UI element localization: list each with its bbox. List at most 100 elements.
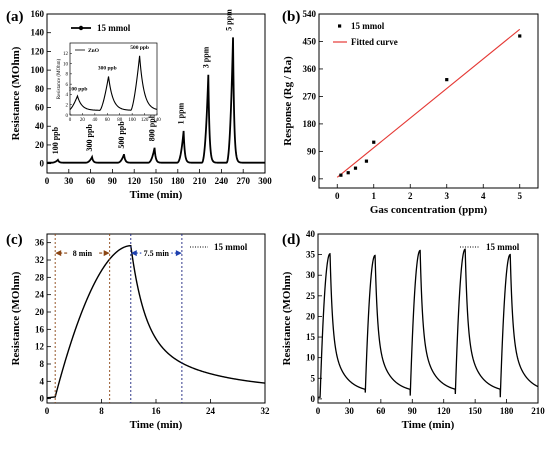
- y-tick-label: 36: [35, 238, 45, 248]
- inset-y-tick-label: 8: [66, 73, 69, 78]
- arrow-head-left: [55, 250, 62, 257]
- x-tick-label: 270: [236, 176, 250, 186]
- y-axis-label: Response (Rg / Ra): [282, 56, 294, 146]
- data-point: [346, 171, 350, 175]
- y-tick-label: 10: [306, 353, 316, 363]
- plot-frame: [317, 233, 539, 404]
- data-point: [353, 166, 358, 170]
- y-tick-label: 16: [35, 324, 45, 334]
- y-tick-label: 0: [311, 394, 316, 404]
- inset-peak-annotation: 100 ppb: [69, 86, 88, 92]
- legend-label: 15 mmol: [97, 23, 131, 33]
- y-tick-label: 180: [303, 119, 317, 129]
- y-tick-label: 450: [303, 36, 317, 46]
- y-tick-label: 120: [31, 46, 45, 56]
- y-tick-label: 8: [40, 359, 45, 369]
- inset-legend-label: ZnO: [88, 48, 100, 54]
- x-tick-label: 3: [445, 191, 450, 201]
- inset-x-tick-label: 60: [105, 118, 111, 123]
- y-tick-label: 100: [31, 65, 45, 75]
- x-tick-label: 180: [171, 176, 185, 186]
- y-tick-label: 0: [40, 394, 45, 404]
- series-line-15-mmol: [47, 37, 265, 164]
- inset-x-tick-label: 100: [128, 118, 136, 123]
- y-tick-label: 20: [35, 307, 45, 317]
- x-tick-label: 90: [108, 176, 118, 186]
- inset-peak-annotation: 300 ppb: [98, 66, 117, 72]
- legend-label-series: 15 mmol: [351, 21, 385, 31]
- x-tick-label: 1: [372, 191, 377, 201]
- x-tick-label: 120: [127, 176, 141, 186]
- y-tick-label: 270: [303, 91, 317, 101]
- peak-annotation: 3 ppm: [201, 46, 210, 68]
- x-tick-label: 210: [193, 176, 207, 186]
- peak-annotation: 1 ppm: [177, 102, 186, 124]
- x-tick-label: 90: [408, 406, 418, 416]
- data-point: [339, 173, 343, 177]
- duration-label: 8 min: [73, 249, 93, 258]
- arrow-head-right: [103, 250, 110, 257]
- arrow-label-bg: [67, 247, 98, 259]
- x-tick-label: 8: [99, 406, 104, 416]
- y-axis-label: Resistance (MOhm): [10, 46, 22, 140]
- panel-label: (c): [6, 232, 23, 248]
- x-tick-label: 300: [258, 176, 272, 186]
- x-tick-label: 2: [408, 191, 413, 201]
- y-tick-label: 20: [35, 140, 45, 150]
- inset-x-tick-label: 80: [117, 118, 123, 123]
- inset-frame: [69, 42, 158, 116]
- x-axis-label: Time (min): [130, 189, 183, 201]
- x-axis-label: Gas concentration (ppm): [370, 204, 488, 216]
- data-point: [445, 78, 449, 82]
- panel-a-chart: 0 30 60 90 120 150 180 210 240 270 300020406080100…: [6, 9, 272, 201]
- inset-y-tick-label: 10: [63, 62, 69, 67]
- legend-label: 15 mmol: [486, 242, 520, 252]
- data-point: [372, 140, 376, 144]
- y-tick-label: 4: [40, 376, 45, 386]
- y-tick-label: 90: [307, 146, 317, 156]
- peak-annotation: 100 ppb: [51, 126, 60, 154]
- panel-c-chart: 0 8 16 24 32 0 4 8 12 16 20 24 28 32 36 Time (min) Resis…: [6, 232, 270, 431]
- peak-annotation: 500 ppb: [117, 121, 126, 149]
- inset-y-axis-label: Resistance (MOhm): [57, 58, 62, 99]
- x-tick-label: 4: [481, 191, 486, 201]
- series-line-15-mmol: [318, 248, 539, 398]
- x-tick-label: 60: [86, 176, 96, 186]
- y-tick-label: 32: [35, 255, 45, 265]
- x-tick-label: 210: [531, 406, 545, 416]
- duration-label: 7.5 min: [144, 249, 170, 258]
- inset-y-tick-label: 4: [66, 93, 69, 98]
- data-point: [364, 159, 369, 163]
- y-tick-label: 80: [35, 84, 45, 94]
- x-tick-label: 0: [316, 406, 321, 416]
- y-axis-label: Resistance (MOhm): [10, 271, 22, 365]
- x-tick-label: 30: [345, 406, 355, 416]
- fitted-curve-line: [336, 28, 521, 178]
- series-line-15-mmol: [46, 244, 265, 399]
- legend-marker: [338, 24, 342, 28]
- arrow-label-bg: [141, 247, 172, 259]
- inset-x-tick-label: 120: [141, 118, 149, 123]
- x-axis-label: Time (min): [402, 419, 455, 431]
- x-tick-label: 32: [261, 406, 271, 416]
- panel-label: (d): [282, 232, 300, 248]
- panel-label: (b): [282, 9, 300, 25]
- x-tick-label: 24: [206, 406, 216, 416]
- y-tick-label: 35: [306, 250, 316, 260]
- y-tick-label: 40: [35, 121, 45, 131]
- inset-y-tick-label: 2: [66, 104, 69, 109]
- y-tick-label: 28: [35, 272, 45, 282]
- peak-annotation: 5 ppm: [225, 9, 234, 31]
- x-tick-label: 16: [152, 406, 162, 416]
- legend-label: 15 mmol: [214, 242, 248, 252]
- inset-series-line-zno: [69, 55, 158, 111]
- y-tick-label: 360: [303, 64, 317, 74]
- y-tick-label: 0: [40, 159, 45, 169]
- x-tick-label: 5: [518, 191, 523, 201]
- y-tick-label: 20: [306, 311, 316, 321]
- arrow-head-left: [130, 250, 137, 257]
- y-tick-label: 60: [35, 103, 45, 113]
- x-tick-label: 0: [335, 191, 340, 201]
